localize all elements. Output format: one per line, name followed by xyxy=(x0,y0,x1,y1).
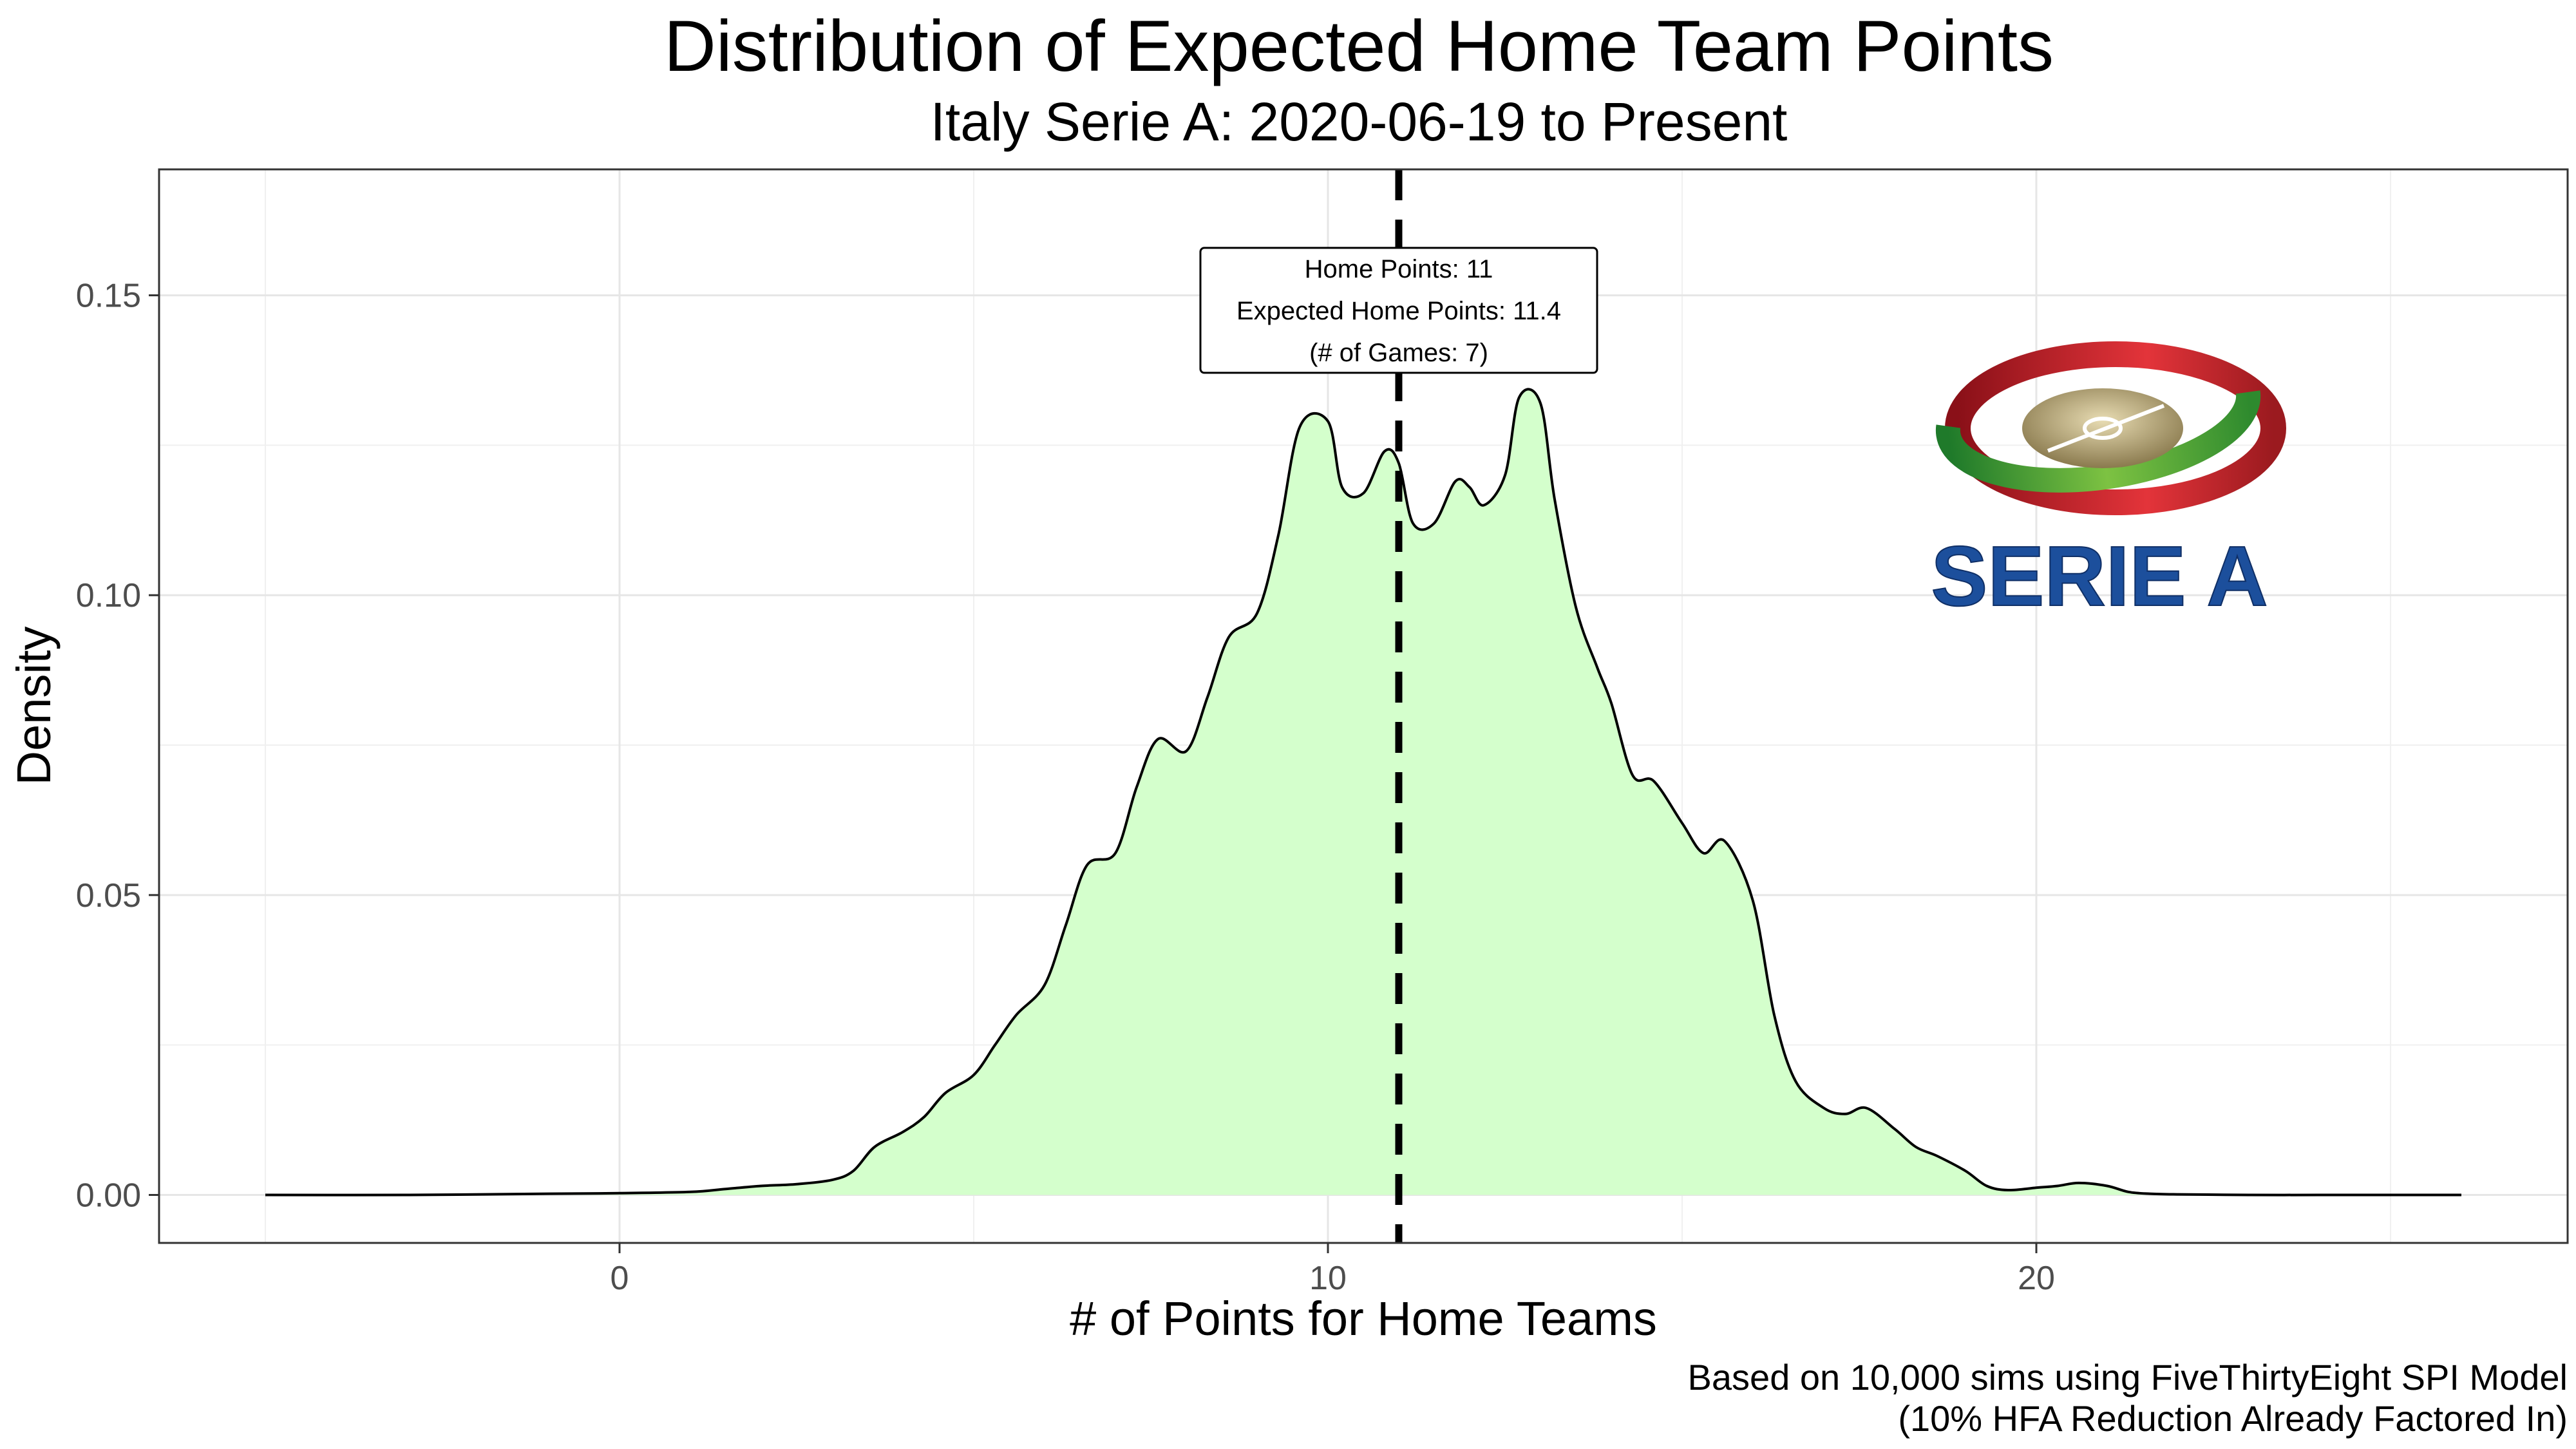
y-tick-label: 0.15 xyxy=(76,278,141,315)
logo-ball-center xyxy=(2083,417,2123,440)
annotation-rect xyxy=(1199,247,1598,374)
x-tick-label: 0 xyxy=(611,1260,629,1297)
x-tick-label: 10 xyxy=(1309,1260,1347,1297)
logo-ball-stripe xyxy=(2047,404,2165,453)
annotation-box: Home Points: 11 Expected Home Points: 11… xyxy=(1199,247,1598,374)
chart-title: Distribution of Expected Home Team Point… xyxy=(664,6,2054,86)
x-tick-label: 20 xyxy=(2018,1260,2055,1297)
caption-line: Based on 10,000 sims using FiveThirtyEig… xyxy=(1688,1357,2568,1397)
plot-panel-border xyxy=(158,168,2569,1244)
annotation-line: Home Points: 11 xyxy=(1305,255,1493,283)
y-tick-label: 0.05 xyxy=(76,877,141,914)
chart-subtitle: Italy Serie A: 2020-06-19 to Present xyxy=(931,91,1788,152)
density-area xyxy=(265,388,2461,1197)
x-axis-title: # of Points for Home Teams xyxy=(1070,1292,1657,1345)
annotation-line: (# of Games: 7) xyxy=(1309,339,1488,367)
axes: 0 10 20 0.00 0.05 0.10 0.15 xyxy=(76,278,2055,1297)
density-line xyxy=(265,388,2461,1197)
y-tick-label: 0.00 xyxy=(76,1177,141,1214)
annotation-line: Expected Home Points: 11.4 xyxy=(1236,297,1561,325)
density-fill xyxy=(265,389,2461,1195)
serie-a-logo: SERIE A xyxy=(1930,334,2286,624)
y-axis-title: Density xyxy=(7,627,61,786)
logo-text: SERIE A xyxy=(1931,529,2268,623)
caption-line: (10% HFA Reduction Already Factored In) xyxy=(1898,1398,2568,1439)
y-tick-label: 0.10 xyxy=(76,577,141,614)
